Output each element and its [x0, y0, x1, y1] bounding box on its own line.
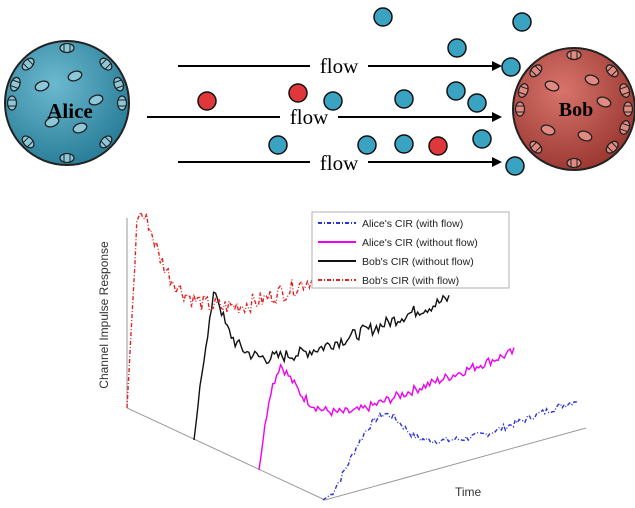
- receptor-icon: [21, 135, 35, 149]
- receptor-icon: [566, 157, 582, 169]
- receptor-icon: [514, 101, 526, 117]
- molecule: [428, 136, 448, 156]
- molecule: [268, 135, 288, 155]
- flow-label-bottom: flow: [320, 151, 359, 175]
- receptor-icon: [619, 83, 631, 98]
- molecule: [447, 38, 467, 58]
- chart-x-axis-label: Time: [455, 485, 482, 499]
- receptor-icon: [113, 76, 125, 92]
- chart-axis-depth: [126, 407, 326, 501]
- legend-box: [311, 211, 510, 289]
- receptor-icon: [605, 64, 619, 78]
- receptor-icon: [619, 120, 631, 135]
- receptor-icon: [577, 130, 593, 142]
- molecules: [197, 7, 532, 176]
- alice-receptors: [6, 42, 128, 164]
- molecule: [512, 12, 532, 32]
- molecule: [373, 7, 393, 27]
- legend-entry: Alice's CIR (with flow): [362, 218, 463, 230]
- receptor-icon: [605, 140, 619, 154]
- receptor-icon: [544, 80, 560, 92]
- molecule: [357, 135, 377, 155]
- bob-receiver: Bob: [512, 47, 635, 171]
- receptor-icon: [59, 42, 75, 54]
- receptor-icon: [584, 74, 600, 86]
- molecule: [467, 93, 487, 113]
- receptor-icon: [529, 64, 543, 78]
- receptor-icon: [67, 70, 83, 82]
- cir-chart: Channel Impulse Response Time Alice's CI…: [97, 210, 587, 501]
- molecule: [288, 83, 308, 103]
- receptor-icon: [21, 57, 35, 71]
- bob-receptors: [514, 49, 634, 169]
- receptor-icon: [59, 152, 75, 164]
- series-line: [258, 347, 515, 471]
- receptor-icon: [99, 57, 113, 71]
- legend-entry: Bob's CIR (without flow): [362, 256, 474, 268]
- alice-transmitter: Alice: [4, 40, 130, 166]
- series-line: [322, 400, 579, 501]
- chart-y-axis-label: Channel Impulse Response: [97, 241, 111, 389]
- bob-label: Bob: [559, 99, 593, 121]
- flow-label-middle: flow: [290, 105, 329, 129]
- molecular-channel-diagram: Alice Bob flow flow flow: [4, 7, 635, 176]
- receptor-icon: [529, 140, 543, 154]
- receptor-icon: [44, 116, 60, 128]
- legend-entry: Alice's CIR (without flow): [362, 237, 478, 249]
- molecule: [501, 57, 521, 77]
- legend-entry: Bob's CIR (with flow): [362, 275, 459, 287]
- receptor-icon: [596, 96, 612, 108]
- receptor-icon: [540, 124, 556, 136]
- receptor-icon: [9, 76, 21, 92]
- receptor-icon: [72, 122, 88, 134]
- molecule: [446, 81, 466, 101]
- series-line: [193, 291, 450, 441]
- receptor-icon: [88, 94, 104, 106]
- molecule: [197, 91, 217, 111]
- receptor-icon: [622, 101, 634, 117]
- chart-axis-time: [324, 427, 587, 501]
- molecule: [505, 156, 525, 176]
- receptor-icon: [6, 95, 18, 111]
- receptor-icon: [99, 135, 113, 149]
- molecule: [472, 129, 492, 149]
- alice-label: Alice: [47, 99, 92, 123]
- flow-label-top: flow: [320, 54, 359, 78]
- molecule: [394, 134, 414, 154]
- molecule: [394, 89, 414, 109]
- molecule: [323, 91, 343, 111]
- chart-legend: Alice's CIR (with flow) Alice's CIR (with…: [311, 211, 510, 289]
- receptor-icon: [116, 95, 128, 111]
- receptor-icon: [566, 49, 582, 61]
- receptor-icon: [517, 83, 529, 98]
- receptor-icon: [34, 80, 50, 92]
